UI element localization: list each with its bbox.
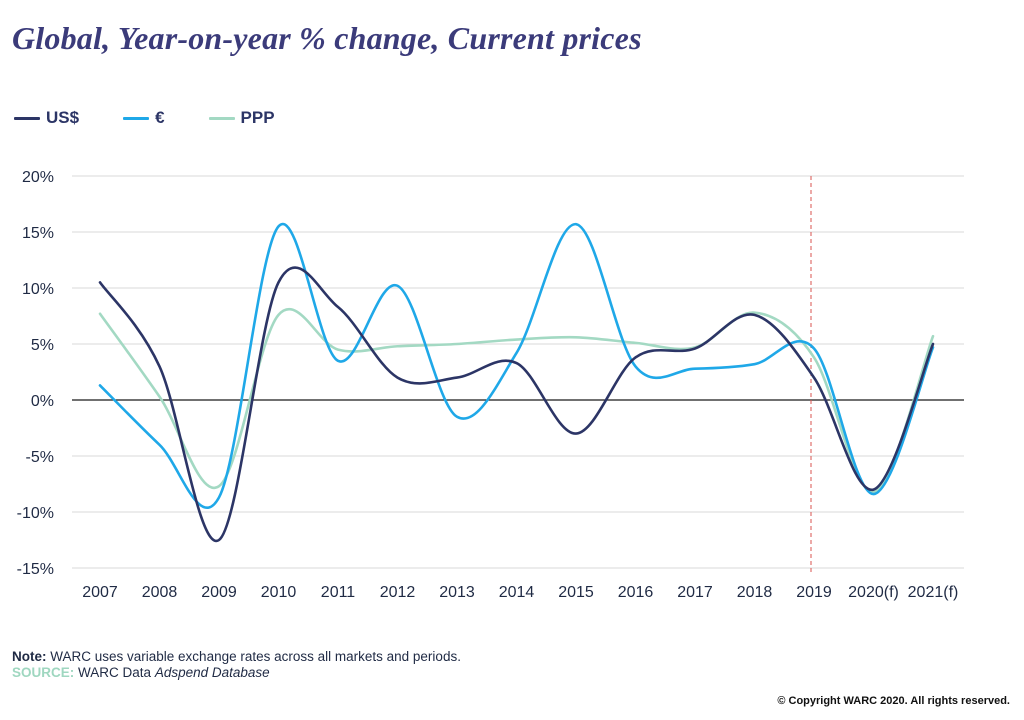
y-tick-label: 5% [31, 337, 54, 354]
x-tick-label: 2010 [261, 584, 297, 601]
x-tick-label: 2007 [82, 584, 118, 601]
x-tick-label: 2011 [321, 584, 356, 601]
series-line-usd [98, 266, 935, 543]
source-label: SOURCE: [12, 665, 75, 680]
footnote: Note: WARC uses variable exchange rates … [12, 648, 461, 665]
line-chart: 20% 15% 10% 5% 0% -5% -10% -15% 2007 2008 2009 201… [17, 169, 964, 601]
y-tick-label: -10% [17, 505, 54, 522]
legend-label-usd: US$ [46, 108, 80, 127]
x-tick-label: 2009 [201, 584, 237, 601]
series-layer [98, 222, 935, 543]
note-label: Note: [12, 649, 47, 664]
copyright: © Copyright WARC 2020. All rights reserv… [777, 695, 1010, 707]
y-axis-ticks: 20% 15% 10% 5% 0% -5% -10% -15% [17, 169, 54, 578]
chart-title: Global, Year-on-year % change, Current p… [12, 20, 642, 56]
x-tick-label: 2013 [439, 584, 475, 601]
x-tick-label: 2014 [499, 584, 535, 601]
legend-swatch-usd [14, 116, 40, 120]
legend-label-ppp: PPP [240, 108, 275, 127]
x-tick-label: 2015 [558, 584, 594, 601]
legend-item-eur: € [123, 108, 165, 128]
y-tick-label: 20% [22, 169, 54, 186]
legend-swatch-eur [123, 116, 150, 120]
legend-label-eur: € [155, 108, 165, 127]
x-tick-label: 2019 [796, 584, 832, 601]
y-tick-label: 10% [22, 281, 54, 298]
x-tick-label: 2008 [142, 584, 178, 601]
x-axis-ticks: 2007 2008 2009 2010 2011 2012 2013 2014 2015 2016… [82, 584, 958, 601]
legend-item-usd: US$ [14, 108, 79, 128]
series-line-eur [98, 222, 935, 509]
y-tick-label: -15% [17, 561, 54, 578]
x-tick-label: 2018 [737, 584, 773, 601]
legend-swatch-ppp [208, 116, 235, 120]
legend-item-ppp: PPP [208, 108, 275, 128]
x-tick-label: 2020(f) [848, 584, 899, 601]
y-tick-label: 15% [22, 225, 54, 242]
chart-legend: US$ € PPP [14, 108, 319, 128]
source-text: WARC Data [78, 665, 152, 680]
y-tick-label: 0% [31, 393, 54, 410]
grid-layer [72, 175, 964, 569]
x-tick-label: 2012 [380, 584, 416, 601]
source-line: SOURCE: WARC Data Adspend Database [12, 665, 270, 680]
x-tick-label: 2021(f) [908, 584, 959, 601]
x-tick-label: 2017 [677, 584, 713, 601]
note-text: WARC uses variable exchange rates across… [50, 649, 461, 664]
x-tick-label: 2016 [618, 584, 654, 601]
series-line-ppp [98, 307, 935, 494]
source-database: Adspend Database [154, 665, 270, 680]
y-tick-label: -5% [26, 449, 54, 466]
